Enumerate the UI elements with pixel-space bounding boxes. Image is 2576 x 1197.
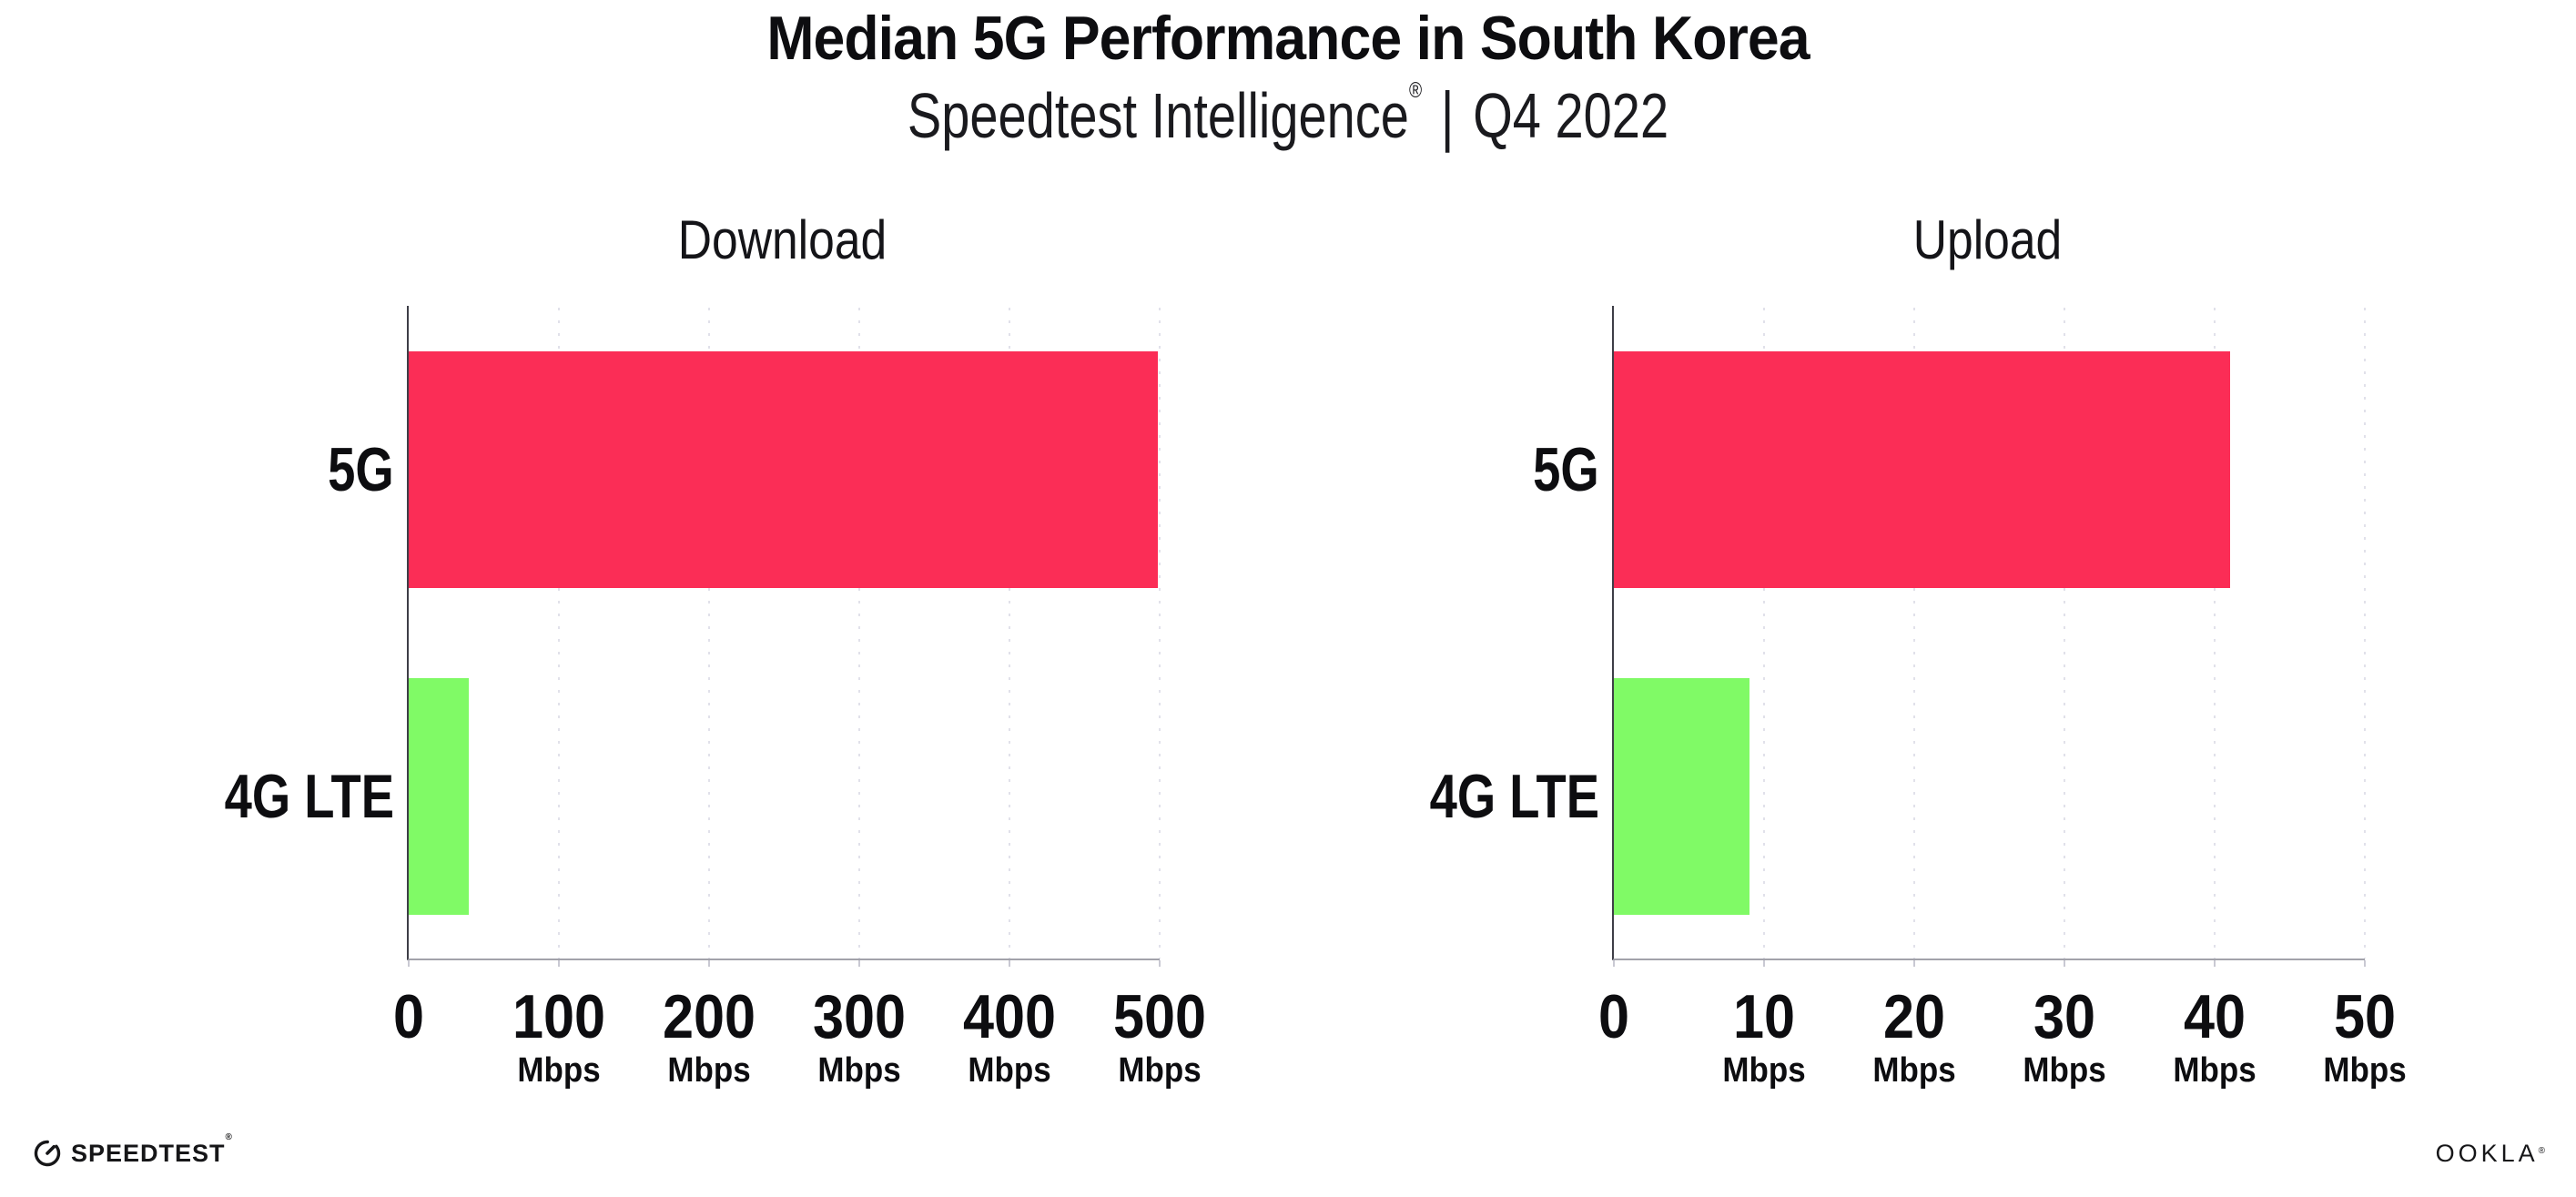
upload-bar-4g-lte: [1614, 678, 1749, 915]
x-axis-tick-mark: [558, 960, 560, 967]
x-axis-tick-mark: [2064, 960, 2065, 967]
x-axis-tick-mark: [1763, 960, 1765, 967]
x-tick-label: 0: [1597, 982, 1630, 1051]
page-subtitle: Speedtest Intelligence® | Q4 2022: [258, 78, 2318, 153]
x-tick-unit-label: Mbps: [1872, 1051, 1956, 1090]
speedtest-logo: SPEEDTEST®: [33, 1132, 233, 1169]
upload-chart-title: Upload: [1912, 209, 2063, 270]
x-tick-unit-label: Mbps: [1118, 1051, 1202, 1090]
x-axis-tick-mark: [708, 960, 710, 967]
ookla-registered-icon: ®: [2538, 1146, 2545, 1156]
x-tick-label: 200: [662, 982, 756, 1051]
x-tick-unit-label: Mbps: [968, 1051, 1051, 1090]
x-tick-label: 300: [812, 982, 907, 1051]
x-tick-unit-label: Mbps: [517, 1051, 601, 1090]
gridline: [2214, 308, 2216, 959]
download-chart-title: Download: [677, 209, 887, 270]
x-tick-label: 30: [2033, 982, 2096, 1051]
x-tick-label: 0: [392, 982, 425, 1051]
subtitle-period: Q4 2022: [1473, 80, 1669, 151]
x-axis-tick-mark: [1159, 960, 1161, 967]
upload-bar-5g: [1614, 351, 2230, 588]
x-axis-tick-mark: [1913, 960, 1915, 967]
upload-plot-area: 0 10 Mbps 20 Mbps 30 Mbps 40 Mbps 50 Mbps 5G 4G LTE: [1430, 306, 2407, 1088]
download-bar-4g-lte: [409, 678, 469, 915]
x-axis-tick-mark: [2214, 960, 2216, 967]
download-plot-area: 0 100 Mbps 200 Mbps 300 Mbps 400 Mbps 500 Mbps 5G 4G…: [225, 306, 1206, 1088]
upload-chart: Upload 0 10 Mbps 20 Mbps 30 Mbps 40 Mbps 50 Mbps 5G 4…: [1430, 213, 2407, 1089]
page-title: Median 5G Performance in South Korea: [766, 4, 1810, 73]
x-tick-unit-label: Mbps: [1722, 1051, 1806, 1090]
subtitle-separator: |: [1440, 78, 1455, 153]
gridline: [1009, 308, 1010, 959]
upload-category-label-5g: 5G: [1533, 435, 1599, 504]
gridline: [558, 308, 560, 959]
gridline: [1159, 308, 1161, 959]
x-tick-label: 500: [1112, 982, 1207, 1051]
registered-trademark-icon: ®: [1408, 78, 1423, 103]
x-axis-tick-mark: [408, 960, 410, 967]
x-tick-unit-label: Mbps: [2323, 1051, 2407, 1090]
x-tick-label: 50: [2333, 982, 2397, 1051]
x-tick-unit-label: Mbps: [2023, 1051, 2106, 1090]
gridline: [1913, 308, 1915, 959]
speedtest-registered-icon: ®: [225, 1131, 233, 1142]
download-chart: Download 0 100 Mbps 200 Mbps 300 Mbps 400 Mbps 500…: [225, 213, 1206, 1089]
speedtest-wordmark: SPEEDTEST®: [71, 1132, 233, 1167]
x-tick-label: 40: [2183, 982, 2246, 1051]
x-axis-tick-mark: [2364, 960, 2366, 967]
x-tick-label: 10: [1732, 982, 1796, 1051]
speedtest-gauge-icon: [34, 1140, 61, 1167]
x-tick-unit-label: Mbps: [667, 1051, 751, 1090]
download-category-label-5g: 5G: [328, 435, 394, 504]
download-bar-5g: [409, 351, 1159, 588]
x-axis-tick-mark: [1613, 960, 1615, 967]
ookla-logo: OOKLA®: [2436, 1141, 2545, 1166]
gridline: [2064, 308, 2065, 959]
x-tick-label: 400: [962, 982, 1057, 1051]
gridline: [1763, 308, 1765, 959]
x-tick-label: 20: [1882, 982, 1946, 1051]
download-category-label-4g-lte: 4G LTE: [224, 762, 394, 831]
speedtest-wordmark-text: SPEEDTEST: [71, 1139, 226, 1167]
subtitle-brand: Speedtest Intelligence: [907, 80, 1409, 151]
upload-category-label-4g-lte: 4G LTE: [1429, 762, 1599, 831]
x-axis-tick-mark: [1009, 960, 1010, 967]
x-tick-unit-label: Mbps: [2173, 1051, 2257, 1090]
gridline: [858, 308, 860, 959]
x-tick-unit-label: Mbps: [817, 1051, 901, 1090]
gridline: [2364, 308, 2366, 959]
ookla-wordmark-text: OOKLA: [2435, 1140, 2539, 1167]
x-tick-label: 100: [512, 982, 606, 1051]
gridline: [708, 308, 710, 959]
x-axis-tick-mark: [858, 960, 860, 967]
